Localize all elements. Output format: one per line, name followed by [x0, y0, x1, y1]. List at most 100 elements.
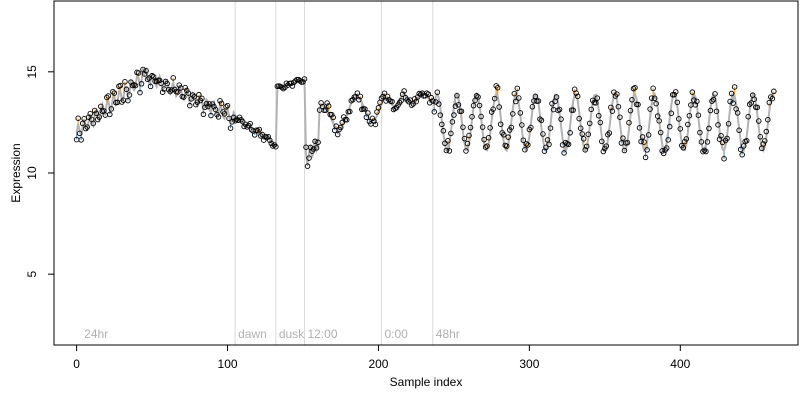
data-point [609, 108, 616, 114]
data-point [721, 155, 727, 162]
data-point [494, 84, 501, 91]
data-point [168, 87, 175, 93]
data-point [208, 112, 214, 119]
data-point [701, 147, 708, 154]
data-point [576, 115, 582, 122]
data-point [766, 99, 773, 106]
data-point [556, 106, 563, 113]
data-point [697, 129, 703, 136]
data-point [645, 132, 652, 138]
data-point [691, 97, 697, 103]
y-tick-label: 15 [25, 65, 39, 79]
data-point [765, 116, 771, 123]
data-point [565, 141, 572, 148]
data-point [756, 118, 762, 124]
point-layer [73, 66, 777, 169]
data-point [511, 90, 518, 97]
data-point [698, 139, 705, 145]
data-point [484, 143, 490, 149]
data-point [273, 143, 279, 150]
data-point [703, 148, 709, 155]
data-point [437, 112, 444, 118]
data-point [98, 103, 104, 110]
data-point [334, 131, 341, 138]
data-point [650, 85, 656, 92]
data-point [301, 76, 308, 82]
data-point [440, 128, 447, 134]
data-point [663, 145, 670, 151]
data-point [523, 141, 530, 147]
data-point [122, 79, 128, 85]
data-point [754, 104, 761, 111]
data-point [123, 86, 130, 93]
data-point [153, 78, 160, 85]
data-point [167, 88, 173, 95]
data-point [694, 98, 700, 105]
data-point [460, 124, 466, 131]
data-point [743, 138, 750, 144]
data-point [209, 101, 216, 107]
data-point [730, 100, 736, 106]
data-point [125, 97, 131, 104]
data-point [620, 135, 626, 141]
data-point [280, 85, 287, 92]
data-point [599, 138, 605, 145]
data-point [731, 84, 738, 90]
data-point [651, 95, 658, 101]
data-point [537, 116, 543, 122]
data-point [676, 116, 682, 122]
data-point [725, 121, 732, 127]
data-point [567, 130, 573, 136]
data-point [384, 93, 391, 100]
data-point [561, 150, 567, 156]
data-point [594, 95, 601, 101]
data-point [310, 146, 317, 152]
data-point [458, 108, 465, 114]
data-point [203, 100, 210, 107]
data-point [164, 80, 170, 87]
data-point [614, 91, 620, 97]
data-point [446, 148, 453, 154]
data-point [674, 99, 681, 106]
data-point [254, 127, 261, 134]
data-point [685, 121, 691, 128]
data-point [288, 80, 294, 87]
data-point [170, 75, 176, 81]
data-point [454, 92, 460, 99]
data-point [683, 136, 690, 142]
data-point [520, 137, 527, 143]
data-point [313, 145, 320, 151]
data-point [481, 136, 487, 143]
data-point [448, 130, 454, 137]
data-point [105, 93, 112, 99]
data-point [401, 88, 407, 94]
data-point [760, 141, 767, 147]
data-point [247, 120, 253, 127]
data-point [322, 107, 329, 113]
data-point [596, 113, 602, 119]
data-point [514, 85, 521, 92]
data-point [330, 114, 336, 121]
data-point [399, 91, 406, 97]
data-point [639, 134, 646, 140]
data-point [656, 118, 662, 124]
data-point [769, 95, 776, 102]
data-point [476, 102, 483, 109]
data-point [473, 93, 480, 99]
plot-frame [53, 0, 799, 346]
data-point [627, 107, 634, 114]
data-point [428, 94, 435, 101]
data-point [689, 89, 696, 95]
annotation-label: 0:00 [384, 327, 408, 341]
data-point [344, 117, 350, 123]
data-point [671, 91, 678, 98]
data-point [680, 145, 687, 151]
data-point [297, 78, 303, 84]
data-point [182, 84, 189, 91]
data-point [635, 101, 641, 108]
y-tick-label: 5 [25, 271, 39, 278]
data-point [408, 102, 415, 108]
data-point [668, 110, 674, 117]
data-point [570, 107, 576, 113]
